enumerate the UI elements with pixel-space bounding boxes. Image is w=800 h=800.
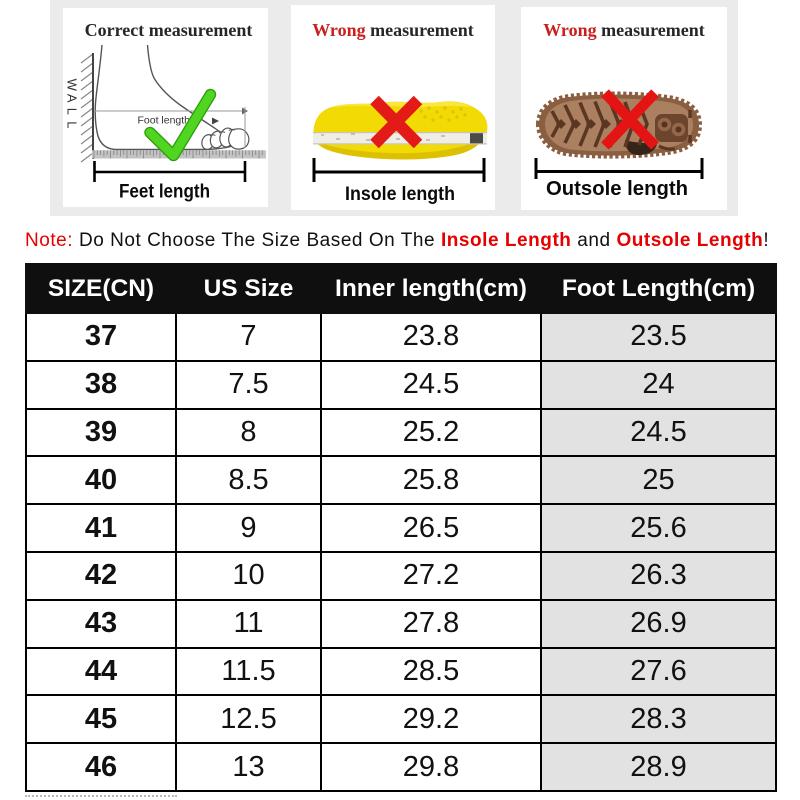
svg-text:L: L	[65, 121, 80, 128]
svg-text:L: L	[65, 108, 80, 115]
svg-text:W: W	[65, 79, 80, 92]
svg-text:Insole length: Insole length	[345, 184, 455, 205]
svg-text:Foot length: Foot length	[138, 115, 191, 127]
svg-text:Outsole length: Outsole length	[546, 178, 688, 200]
svg-text:A: A	[65, 94, 80, 103]
svg-text:Feet length: Feet length	[119, 182, 210, 203]
